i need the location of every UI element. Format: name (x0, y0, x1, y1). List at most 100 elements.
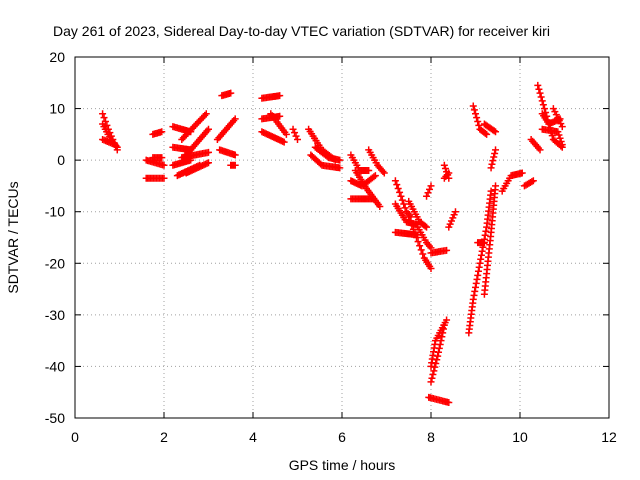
data-point (555, 131, 563, 139)
data-point (441, 165, 449, 173)
x-tick-label: 12 (601, 429, 617, 445)
data-point (445, 169, 453, 177)
data-point (437, 337, 445, 345)
data-point (474, 117, 482, 125)
data-point (540, 105, 548, 113)
data-point (427, 378, 435, 386)
x-tick-label: 6 (338, 429, 346, 445)
x-tick-label: 2 (160, 429, 168, 445)
data-point (480, 239, 488, 247)
data-point (100, 114, 108, 122)
data-point (280, 138, 288, 146)
x-axis-label: GPS time / hours (289, 457, 396, 473)
data-point (417, 246, 425, 254)
data-point (423, 192, 431, 200)
data-point (414, 238, 422, 246)
data-point (231, 161, 239, 169)
data-point (556, 134, 564, 142)
y-tick-label: -10 (45, 204, 65, 220)
data-point (472, 110, 479, 118)
data-point (202, 110, 210, 118)
data-point (427, 264, 435, 272)
data-point (231, 115, 239, 123)
x-axis-ticks: 0 2 4 6 8 10 12 (71, 57, 617, 445)
data-point (475, 121, 483, 129)
data-point (432, 359, 440, 367)
y-tick-label: 20 (49, 49, 65, 65)
data-point (487, 187, 495, 195)
data-point (396, 188, 404, 196)
data-point (536, 146, 544, 154)
data-point (483, 130, 491, 138)
data-point (397, 192, 405, 200)
data-point (158, 128, 166, 136)
data-point (276, 112, 284, 120)
data-point (489, 157, 497, 165)
x-tick-label: 0 (71, 429, 79, 445)
data-point (419, 250, 427, 258)
data-point (443, 316, 451, 324)
y-tick-label: 0 (57, 152, 65, 168)
data-point (450, 211, 458, 219)
data-point (376, 203, 384, 211)
y-tick-label: -50 (45, 410, 65, 426)
data-point (365, 166, 373, 174)
data-point (435, 348, 443, 356)
chart-title: Day 261 of 2023, Sidereal Day-to-day VTE… (53, 23, 550, 39)
x-tick-label: 10 (512, 429, 528, 445)
data-point (440, 161, 448, 169)
data-point (289, 125, 297, 133)
y-tick-label: -20 (45, 255, 65, 271)
data-point (529, 177, 537, 185)
data-point (439, 329, 447, 337)
data-point (487, 164, 495, 172)
data-point (534, 81, 542, 89)
data-point (473, 114, 481, 122)
data-point (294, 136, 301, 144)
data-point (370, 173, 378, 181)
data-point (421, 222, 429, 230)
data-point (428, 374, 436, 382)
data-point (451, 208, 459, 216)
data-point (430, 367, 438, 375)
data-point (446, 220, 454, 228)
data-point (434, 352, 442, 360)
data-point (231, 151, 239, 159)
data-point (538, 97, 546, 105)
grid-lines (75, 57, 609, 418)
data-point (491, 149, 499, 157)
data-point (99, 110, 107, 118)
data-point (435, 344, 443, 352)
data-points (99, 81, 566, 407)
data-point (393, 181, 401, 189)
data-point (558, 141, 566, 149)
data-point (406, 217, 414, 225)
data-point (443, 246, 451, 254)
data-point (391, 177, 399, 185)
data-point (470, 106, 478, 114)
data-point (292, 132, 300, 140)
data-point (488, 160, 496, 168)
data-point (557, 137, 565, 145)
data-point (490, 127, 498, 135)
y-axis-label: SDTVAR / TECUs (5, 181, 21, 293)
data-point (160, 161, 168, 169)
data-point (438, 333, 446, 341)
data-point (394, 185, 402, 193)
data-point (426, 185, 434, 193)
data-point (227, 89, 235, 97)
data-point (379, 167, 387, 175)
data-point (423, 223, 431, 231)
x-tick-label: 4 (249, 429, 257, 445)
data-point (554, 128, 562, 136)
data-point (276, 92, 284, 100)
data-point (481, 129, 489, 137)
y-axis-ticks: -50 -40 -30 -20 -10 0 10 20 (45, 49, 609, 426)
data-point (518, 169, 526, 177)
y-tick-label: -30 (45, 307, 65, 323)
data-point (536, 89, 544, 97)
data-point (440, 321, 448, 329)
data-point (336, 156, 344, 164)
data-point (447, 217, 455, 225)
data-point (398, 196, 406, 204)
